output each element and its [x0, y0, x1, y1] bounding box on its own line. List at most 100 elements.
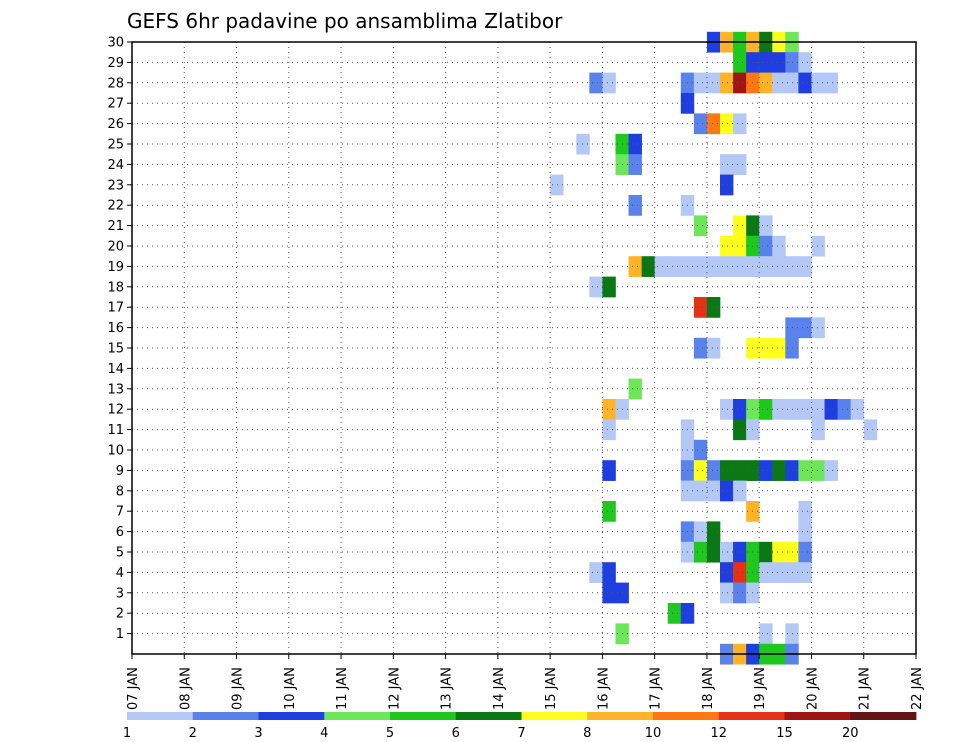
chart-title: GEFS 6hr padavine po ansamblima Zlatibor	[127, 9, 563, 33]
heatmap-cell	[759, 72, 773, 94]
heatmap-cell	[733, 399, 747, 420]
heatmap-cell	[772, 460, 786, 481]
heatmap-cell	[772, 72, 786, 94]
heatmap-cell	[824, 72, 838, 94]
legend-swatch	[587, 712, 654, 720]
heatmap-cell	[733, 235, 747, 257]
heatmap-cells	[550, 31, 878, 665]
heatmap-cell	[589, 276, 603, 298]
y-tick-label: 14	[107, 362, 124, 377]
heatmap-cell	[811, 235, 825, 257]
x-tick-label: 22 JAN	[910, 667, 925, 710]
heatmap-cell	[759, 337, 773, 359]
y-tick-label: 13	[107, 382, 124, 397]
heatmap-cell	[550, 174, 564, 196]
y-tick-label: 15	[107, 342, 124, 357]
heatmap-cell	[667, 256, 682, 277]
heatmap-cell	[654, 256, 669, 277]
legend-swatch	[455, 712, 522, 720]
heatmap-cell	[720, 256, 734, 277]
heatmap-cell	[759, 399, 773, 420]
heatmap-cell	[602, 72, 616, 94]
heatmap-cell	[772, 256, 786, 277]
heatmap-cell	[720, 235, 734, 257]
y-tick-label: 8	[116, 484, 124, 499]
heatmap-cell	[706, 72, 721, 94]
heatmap-cell	[798, 52, 812, 73]
legend-label: 3	[254, 726, 262, 741]
legend-label: 4	[320, 726, 328, 741]
heatmap-cell	[811, 317, 825, 339]
heatmap-cell	[720, 72, 734, 94]
heatmap-cell	[811, 419, 825, 441]
x-axis: 07 JAN 08 JAN 09 JAN 10 JAN 11 JAN 12 JAN 13 J…	[126, 654, 925, 710]
y-tick-label: 24	[107, 158, 124, 173]
heatmap-cell	[706, 113, 721, 135]
heatmap-cell	[602, 460, 616, 481]
legend-label: 6	[452, 726, 460, 741]
heatmap-cell	[733, 582, 747, 604]
y-tick-label: 4	[116, 566, 124, 581]
legend-swatch	[850, 712, 917, 720]
y-tick-label: 21	[107, 219, 124, 234]
y-tick-label: 26	[107, 117, 124, 132]
heatmap-cell	[772, 541, 786, 563]
heatmap-cell	[693, 480, 708, 502]
y-tick-label: 18	[107, 280, 124, 295]
heatmap-cell	[667, 603, 682, 624]
x-tick-label: 18 JAN	[701, 667, 716, 710]
heatmap-cell	[733, 113, 747, 135]
heatmap-cell	[772, 399, 786, 420]
y-tick-label: 16	[107, 321, 124, 336]
y-tick-label: 9	[116, 464, 124, 479]
heatmap-cell	[811, 460, 825, 481]
heatmap-cell	[798, 501, 812, 522]
heatmap-cell	[706, 256, 721, 277]
heatmap-cell	[602, 399, 616, 420]
x-tick-label: 12 JAN	[387, 667, 402, 710]
heatmap-cell	[693, 256, 708, 277]
x-tick-label: 08 JAN	[178, 667, 193, 710]
y-tick-label: 25	[107, 138, 124, 153]
y-tick-label: 5	[116, 546, 124, 561]
heatmap-cell	[824, 460, 838, 481]
legend-label: 2	[189, 726, 197, 741]
heatmap-cell	[628, 154, 642, 175]
y-tick-label: 3	[116, 586, 124, 601]
heatmap-cell	[733, 460, 747, 481]
heatmap-cell	[693, 460, 708, 481]
heatmap-cell	[798, 541, 812, 563]
heatmap-cell	[720, 113, 734, 135]
heatmap-cell	[693, 113, 708, 135]
legend-label: 20	[842, 726, 859, 741]
x-tick-label: 17 JAN	[649, 667, 664, 710]
heatmap-cell	[759, 562, 773, 583]
y-tick-label: 1	[116, 627, 124, 642]
heatmap-cell	[628, 378, 642, 400]
heatmap-cell	[720, 460, 734, 481]
heatmap-cell	[602, 276, 616, 298]
heatmap-cell	[693, 337, 708, 359]
heatmap-cell	[733, 419, 747, 441]
heatmap-cell	[628, 256, 642, 277]
heatmap-cell	[798, 562, 812, 583]
heatmap-cell	[733, 256, 747, 277]
y-tick-label: 20	[107, 240, 124, 255]
legend-label: 5	[386, 726, 394, 741]
heatmap-cell	[759, 623, 773, 645]
heatmap-cell	[602, 582, 616, 604]
y-tick-label: 11	[107, 423, 124, 438]
x-tick-label: 10 JAN	[283, 667, 298, 710]
heatmap-cell	[733, 154, 747, 175]
y-tick-label: 22	[107, 199, 124, 214]
heatmap-cell	[733, 562, 747, 583]
heatmap-cell	[759, 52, 773, 73]
grid-lines	[132, 42, 916, 654]
heatmap-cell	[720, 399, 734, 420]
heatmap-cell	[589, 72, 603, 94]
heatmap-cell	[798, 399, 812, 420]
heatmap-cell	[693, 297, 708, 318]
y-tick-label: 29	[107, 56, 124, 71]
heatmap-cell	[628, 195, 642, 216]
y-tick-label: 23	[107, 178, 124, 193]
